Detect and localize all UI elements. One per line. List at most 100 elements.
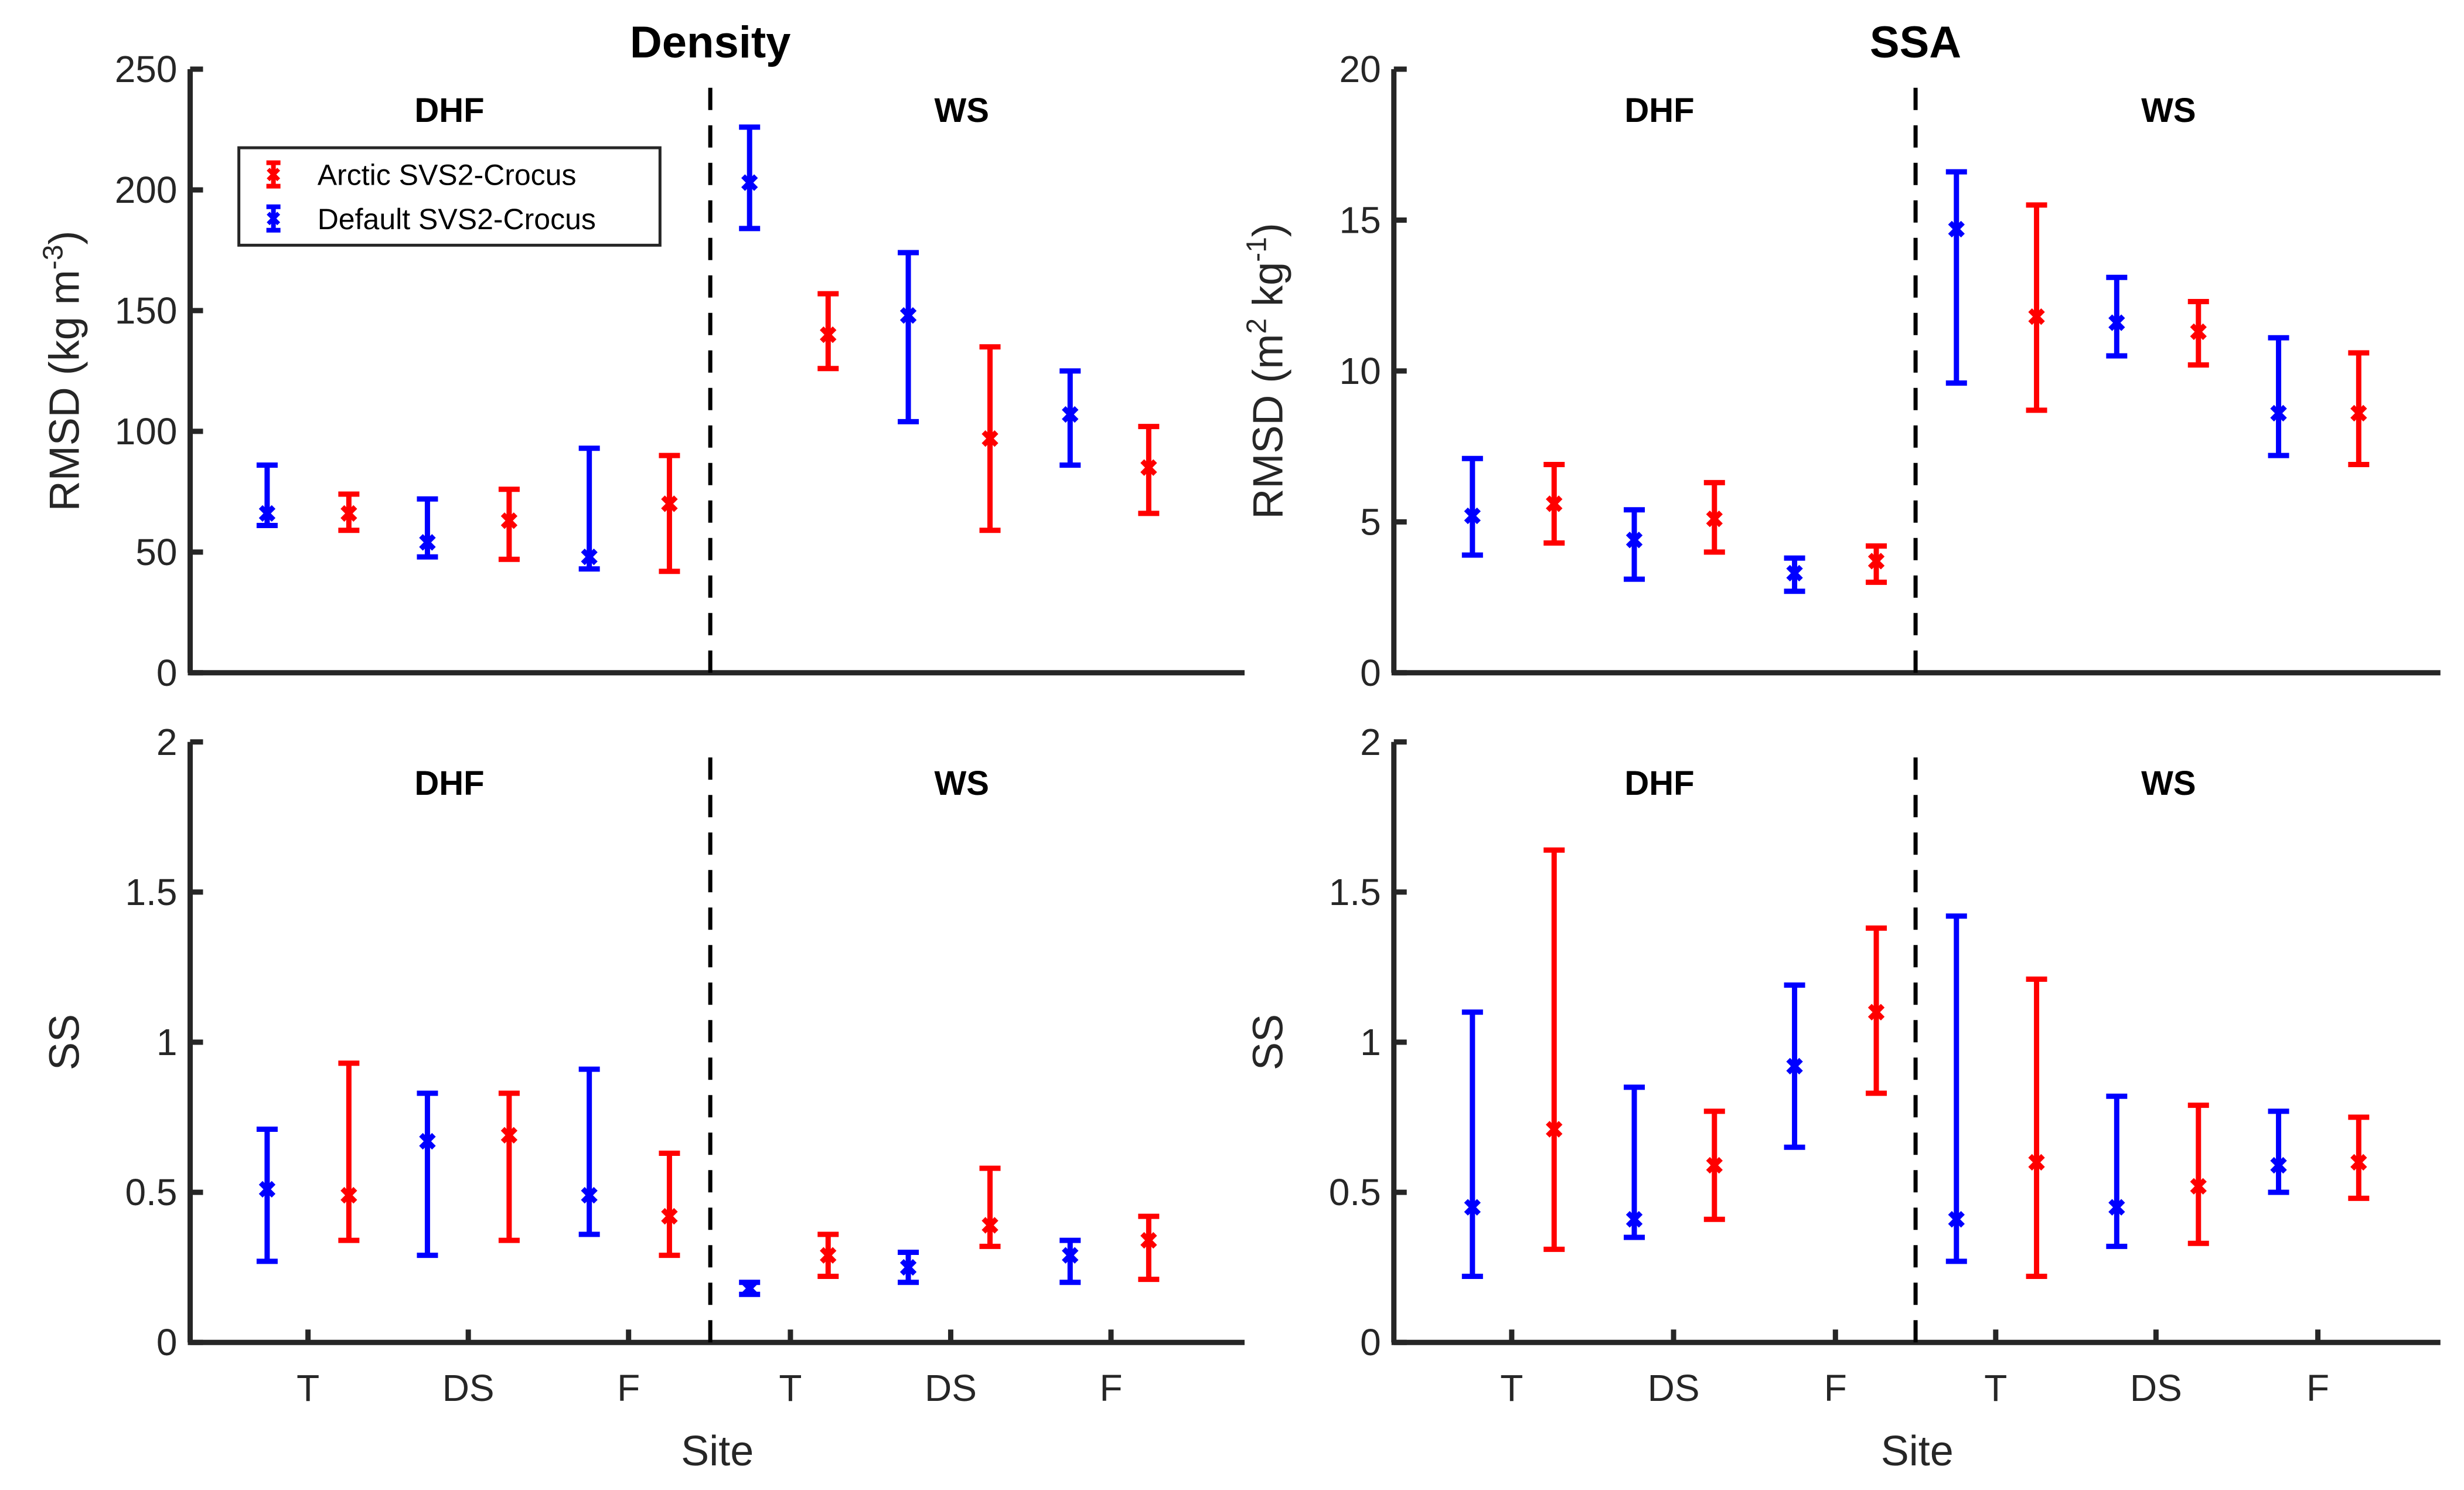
region-label-ws: WS (2141, 91, 2196, 130)
region-label-ws: WS (935, 764, 989, 802)
panel-ssa-ss: 0 0.5 1 1.5 2 T DS F T DS F Site SS DHF WS (1245, 721, 2441, 1475)
x-axis-label: Site (1881, 1428, 1954, 1475)
errorbar-default (2106, 1093, 2128, 1249)
data-point-marker (661, 1207, 678, 1225)
legend: Arctic SVS2-Crocus Default SVS2-Crocus (237, 146, 662, 247)
x-tick-label: T (1500, 1367, 1523, 1409)
data-point-marker (419, 1132, 436, 1150)
data-point-marker (1948, 1211, 1965, 1228)
y-tick-label: 2 (1360, 721, 1381, 763)
data-point-marker (981, 430, 998, 447)
x-tick-label: DS (1648, 1367, 1700, 1409)
data-point-marker (741, 174, 758, 191)
errorbar-default (1784, 555, 1805, 594)
data-point-marker (258, 505, 276, 522)
data-point-marker (258, 1181, 276, 1198)
errorbar-default (898, 1250, 919, 1285)
errorbar-default (2106, 274, 2128, 359)
data-point-marker (500, 1127, 518, 1144)
legend-marker-icon (267, 168, 281, 182)
data-point-marker (1786, 564, 1803, 582)
errorbar-arctic (2348, 1114, 2370, 1201)
region-label-dhf: DHF (414, 764, 484, 802)
x-tick-label: F (617, 1367, 640, 1409)
y-tick-label: 0 (1360, 652, 1381, 694)
data-point-marker (1140, 459, 1157, 476)
errorbar-default (2268, 335, 2289, 458)
y-tick-label: 20 (1340, 48, 1381, 90)
region-label-dhf: DHF (1624, 91, 1694, 130)
legend-entry: Arctic SVS2-Crocus (266, 159, 576, 192)
errorbar-arctic (1543, 847, 1565, 1252)
data-point-marker (661, 495, 678, 512)
x-tick-label: DS (442, 1367, 495, 1409)
y-axis-label: SS (1245, 1014, 1292, 1070)
legend-entry: Default SVS2-Crocus (266, 203, 596, 236)
data-point-marker (2028, 1154, 2045, 1171)
data-point-marker (1464, 507, 1481, 525)
data-point-marker (2350, 1154, 2367, 1171)
x-axis-label: Site (681, 1428, 754, 1475)
y-tick-label: 0.5 (125, 1171, 178, 1213)
data-point-marker (1062, 406, 1079, 423)
data-point-marker (2108, 1199, 2125, 1216)
y-tick-label: 1.5 (125, 871, 178, 913)
data-point-marker (2028, 308, 2045, 325)
y-tick-label: 1 (156, 1021, 178, 1063)
y-tick-label: 10 (1340, 350, 1381, 392)
data-point-marker (741, 1280, 758, 1297)
x-tick-label: T (297, 1367, 319, 1409)
errorbar-default (1945, 913, 1967, 1264)
region-label-ws: WS (2141, 764, 2196, 802)
errorbar-default (578, 1066, 600, 1237)
region-label-dhf: DHF (1624, 764, 1694, 802)
errorbar-default (578, 445, 600, 572)
data-point-marker (1625, 1211, 1643, 1228)
errorbar-arctic (1866, 925, 1887, 1096)
y-tick-label: 1 (1360, 1021, 1381, 1063)
data-point-marker (2108, 314, 2125, 331)
y-tick-label: 5 (1360, 501, 1381, 543)
errorbar-arctic (2187, 1103, 2209, 1246)
errorbar-arctic (1703, 479, 1725, 555)
y-tick-label: 250 (115, 48, 178, 90)
x-tick-label: F (1099, 1367, 1122, 1409)
panel-density-ss: 0 0.5 1 1.5 2 T DS F T DS F Site SS DHF WS (41, 721, 1245, 1475)
x-tick-label: T (1984, 1367, 2007, 1409)
data-point-marker (981, 1217, 998, 1234)
data-point-marker (1464, 1199, 1481, 1216)
data-point-marker (2190, 1178, 2207, 1195)
errorbar-default (1059, 1237, 1081, 1285)
errorbar-arctic (1138, 424, 1160, 516)
errorbar-default (256, 1127, 278, 1264)
data-point-marker (500, 512, 518, 529)
data-point-marker (2350, 404, 2367, 422)
errorbar-default (417, 496, 438, 560)
errorbar-default (417, 1090, 438, 1258)
data-point-marker (1140, 1232, 1157, 1249)
y-tick-label: 0 (156, 1321, 178, 1363)
errorbar-arctic (1703, 1108, 1725, 1222)
data-point-marker (820, 326, 837, 343)
data-point-marker (581, 1187, 598, 1204)
errorbar-default (1624, 1084, 1645, 1240)
panel-title: Density (630, 18, 791, 67)
y-tick-label: 0 (1360, 1321, 1381, 1363)
errorbar-default (898, 250, 919, 424)
data-point-marker (1706, 1156, 1723, 1174)
errorbar-arctic (1866, 543, 1887, 585)
errorbar-default (256, 462, 278, 529)
y-tick-label: 0 (156, 652, 178, 694)
errorbar-arctic (498, 1090, 520, 1243)
errorbar-default (1461, 455, 1483, 558)
errorbar-arctic (659, 453, 680, 574)
errorbar-arctic (338, 491, 360, 533)
y-tick-label: 50 (135, 531, 177, 573)
legend-box (237, 146, 662, 247)
region-label-ws: WS (935, 91, 989, 130)
x-tick-label: T (779, 1367, 802, 1409)
errorbar-arctic (817, 291, 839, 372)
data-point-marker (899, 307, 917, 324)
errorbar-arctic (2187, 298, 2209, 368)
errorbar-arctic (498, 487, 520, 562)
